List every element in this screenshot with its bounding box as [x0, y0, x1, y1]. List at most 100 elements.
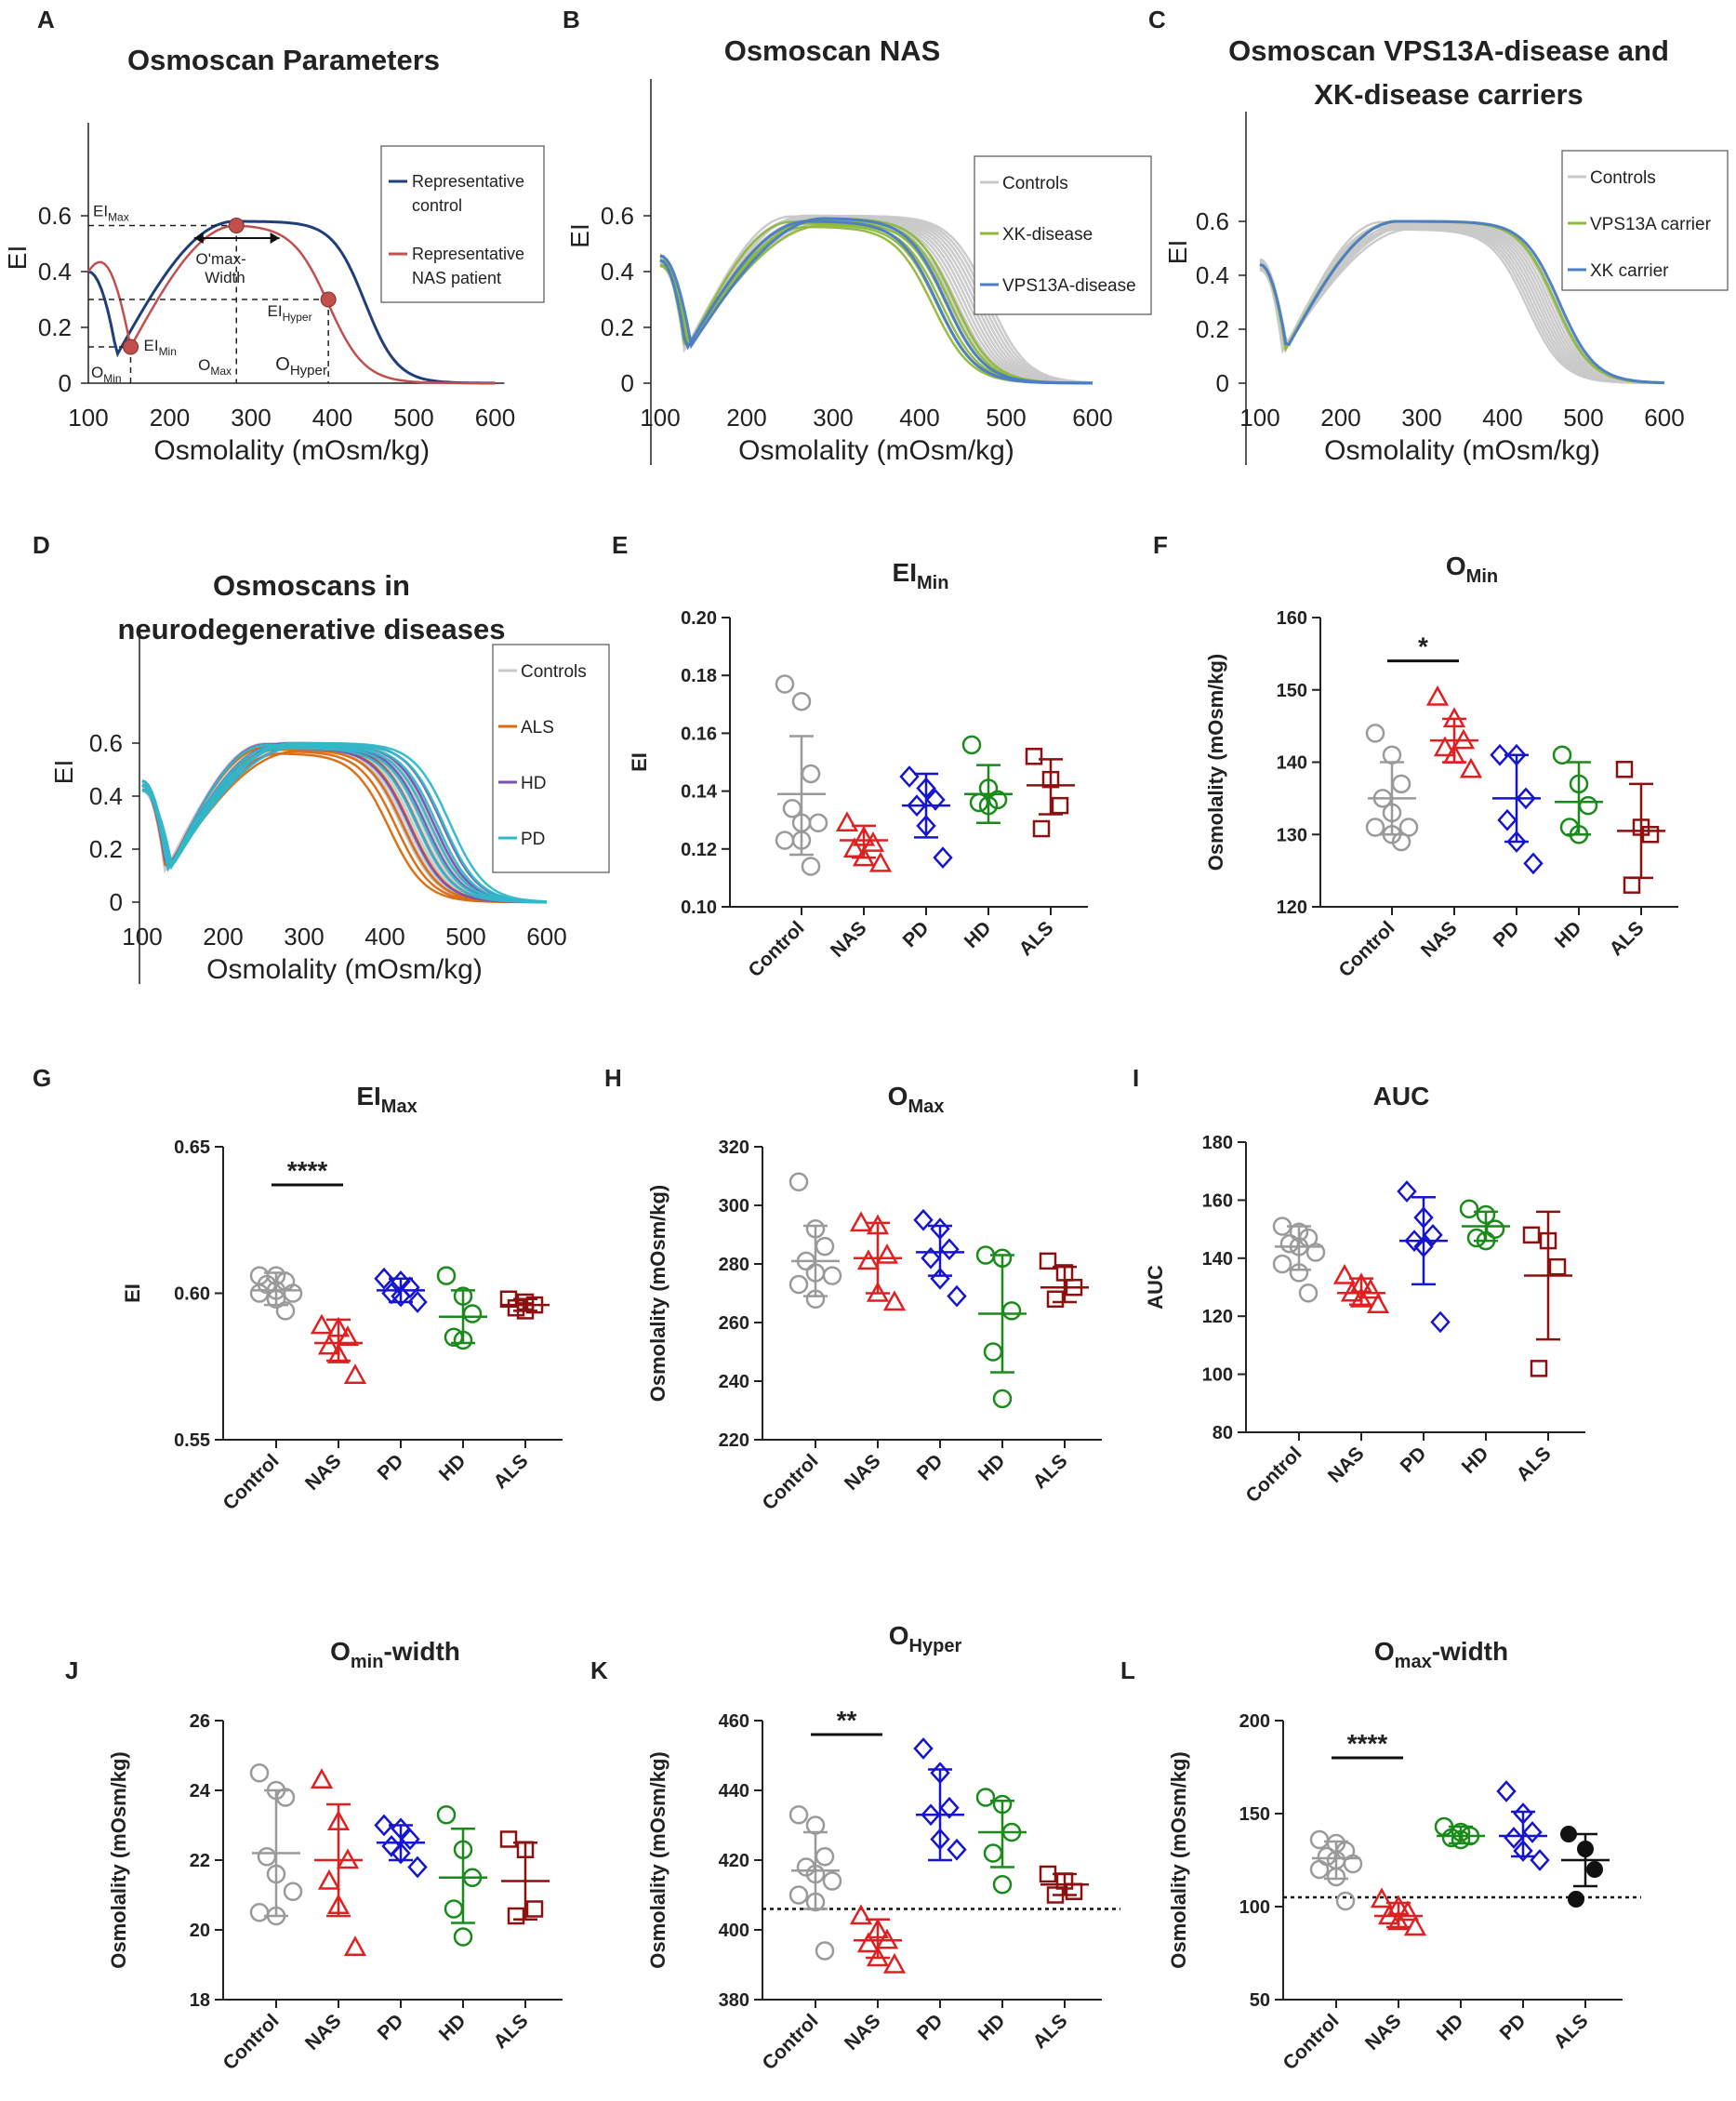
annotation-eimax-sub: Max [108, 211, 129, 224]
annotation-omin: OMin [91, 364, 122, 385]
legend-box-B [974, 155, 1152, 315]
ytick-label-A-1: 0.2 [38, 313, 72, 341]
panel-letter-H: H [604, 1064, 622, 1092]
xtick-label-G-2: PD [374, 1450, 408, 1484]
ytick-label-F-3: 150 [1277, 681, 1307, 701]
ytick-label-J-4: 26 [190, 1711, 210, 1732]
data-point-I-Control-6 [1272, 1254, 1292, 1274]
xtick-label-D-5: 600 [526, 923, 566, 951]
ytick-label-F-2: 140 [1277, 753, 1307, 774]
annotation-omax: OMax [198, 356, 232, 378]
data-point-L-NAS-2 [1396, 1900, 1420, 1921]
data-point-I-PD-2 [1423, 1223, 1443, 1246]
panel-title-E-sub: Min [917, 573, 948, 593]
ytick-label-G-0: 0.55 [174, 1430, 210, 1451]
series-line-D-0-6 [141, 744, 548, 904]
legend-label-C-0: Controls [1590, 168, 1656, 188]
annotation-omin-main: O [91, 364, 103, 381]
data-point-E-NAS-5 [868, 851, 893, 872]
xtick-label-F-0: Control [1334, 917, 1398, 981]
panel-title-D: Osmoscans in [213, 569, 410, 602]
data-point-K-PD-0 [913, 1737, 934, 1760]
data-point-G-NAS-4 [326, 1343, 351, 1363]
data-point-F-PD-3 [1497, 808, 1517, 831]
data-point-J-HD-0 [436, 1805, 457, 1825]
data-point-I-PD-5 [1430, 1310, 1451, 1334]
panel-letter-I: I [1133, 1064, 1139, 1092]
xtick-label-K-1: NAS [841, 2010, 885, 2054]
ytick-label-A-2: 0.4 [38, 258, 72, 286]
xtick-label-E-1: NAS [827, 917, 871, 962]
data-point-L-Control-6 [1309, 1859, 1330, 1880]
ytick-label-G-1: 0.60 [174, 1284, 210, 1305]
data-point-G-NAS-5 [343, 1363, 367, 1384]
data-point-I-PD-0 [1397, 1180, 1417, 1203]
data-point-F-ALS-3 [1623, 876, 1641, 894]
panel-letter-L: L [1120, 1656, 1135, 1684]
data-point-E-NAS-2 [861, 831, 885, 852]
panel-title-L-main: O [1374, 1637, 1395, 1666]
data-point-K-Control-2 [815, 1847, 835, 1867]
panel-title-J-sub: min [351, 1652, 384, 1672]
ytick-label-I-5: 180 [1202, 1133, 1233, 1153]
panel-title-A: Osmoscan Parameters [127, 44, 440, 76]
xtick-label-I-4: ALS [1513, 1443, 1556, 1485]
legend-label2-A-0: control [412, 196, 462, 215]
ytick-label-F-4: 160 [1277, 608, 1307, 629]
data-point-F-Control-2 [1391, 774, 1411, 794]
annotation-width-2: Width [205, 269, 245, 286]
xtick-label-C-5: 600 [1644, 404, 1684, 432]
series-line-D-1-2 [141, 748, 547, 904]
series-line-D-3-0 [141, 747, 547, 904]
legend-label-D-2: HD [521, 774, 546, 793]
xtick-label-B-4: 500 [986, 404, 1026, 432]
ytick-label-E-0: 0.10 [681, 898, 717, 918]
ytick-label-E-1: 0.12 [681, 840, 717, 860]
xtick-label-K-0: Control [758, 2010, 822, 2074]
xtick-label-F-2: PD [1490, 917, 1524, 951]
data-point-K-NAS-3 [856, 1932, 881, 1953]
ytick-label-I-4: 160 [1202, 1190, 1233, 1211]
legend-box-C [1561, 150, 1729, 291]
xtick-label-G-0: Control [219, 1450, 283, 1514]
series-line-C-2-0 [1259, 219, 1665, 384]
panel-title-I: AUC [1373, 1082, 1430, 1110]
xtick-label-I-1: NAS [1324, 1443, 1369, 1487]
xtick-label-E-2: PD [899, 917, 934, 951]
panel-title2-D: neurodegenerative diseases [118, 613, 506, 645]
ytick-label-L-2: 150 [1239, 1804, 1270, 1825]
ytick-label-A-3: 0.6 [38, 202, 72, 230]
panel-title-C: Osmoscan VPS13A-disease and [1228, 34, 1669, 67]
panel-title-E-main: EI [893, 558, 917, 587]
ytick-label-D-3: 0.6 [89, 729, 123, 757]
xtick-label-A-5: 600 [475, 404, 515, 432]
data-point-L-NAS-0 [1370, 1887, 1394, 1908]
panel-J: J Omin-width 18 20 22 24 26 Osmolality (mOsm/kg… [65, 1637, 563, 2074]
panel-L: L Omax-width 50 100 150 200 Osmolality (mOsm/k… [1120, 1637, 1641, 2074]
data-point-E-ALS-3 [1032, 819, 1051, 838]
data-point-F-PD-5 [1523, 852, 1544, 875]
legend-label-A-0: Representative [412, 172, 524, 191]
y-axis-label-A: EI [3, 246, 32, 270]
panel-letter-J: J [65, 1656, 78, 1684]
data-point-G-HD-2 [462, 1304, 483, 1323]
panel-title-L-sub: max [1395, 1652, 1432, 1672]
ytick-label-H-3: 280 [719, 1255, 749, 1275]
panel-title2-C: XK-disease carriers [1314, 78, 1584, 111]
annotation-eihyper-sub: Hyper [283, 311, 312, 324]
ytick-label-J-0: 18 [190, 1990, 210, 2011]
data-point-G-Control-8 [275, 1301, 296, 1321]
data-point-G-PD-0 [374, 1267, 394, 1290]
data-point-I-ALS-2 [1548, 1257, 1567, 1276]
data-point-H-PD-2 [939, 1238, 960, 1261]
panel-title-I-main: AUC [1373, 1082, 1430, 1110]
panel-title-K-main: O [889, 1621, 909, 1650]
xtick-label-H-3: HD [974, 1450, 1010, 1485]
parameter-marker-2 [320, 291, 337, 308]
data-point-J-ALS-2 [525, 1900, 544, 1918]
ytick-label-C-2: 0.4 [1196, 261, 1229, 289]
xtick-label-C-1: 200 [1320, 404, 1360, 432]
data-point-E-ALS-0 [1025, 748, 1043, 765]
xtick-label-A-2: 300 [231, 404, 271, 432]
annotation-eihyper-main: EI [268, 302, 283, 320]
